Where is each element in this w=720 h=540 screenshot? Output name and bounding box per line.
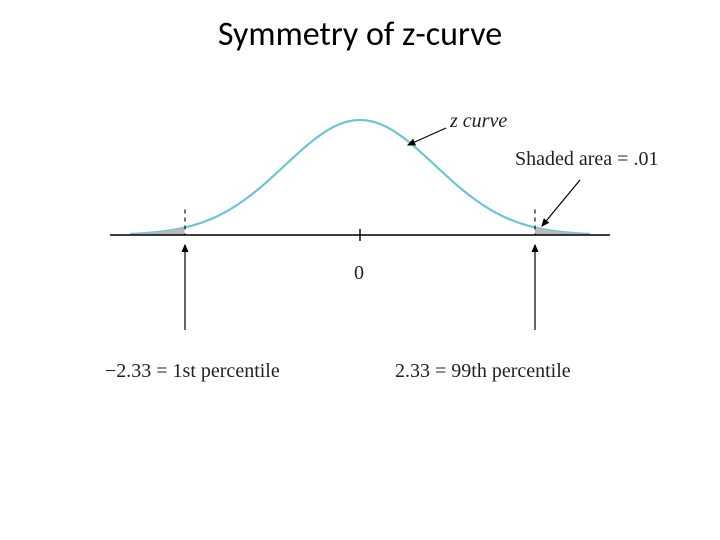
page-title: Symmetry of z-curve [0,0,720,55]
figure-svg [50,80,670,390]
z-curve-figure: z curve Shaded area = .01 0 −2.33 = 1st … [50,80,670,390]
z-curve-label: z curve [450,110,507,133]
caption-left-percentile: −2.33 = 1st percentile [105,360,280,383]
shaded-area-label: Shaded area = .01 [515,148,658,171]
axis-zero-label: 0 [354,262,364,285]
caption-right-percentile: 2.33 = 99th percentile [395,360,571,383]
